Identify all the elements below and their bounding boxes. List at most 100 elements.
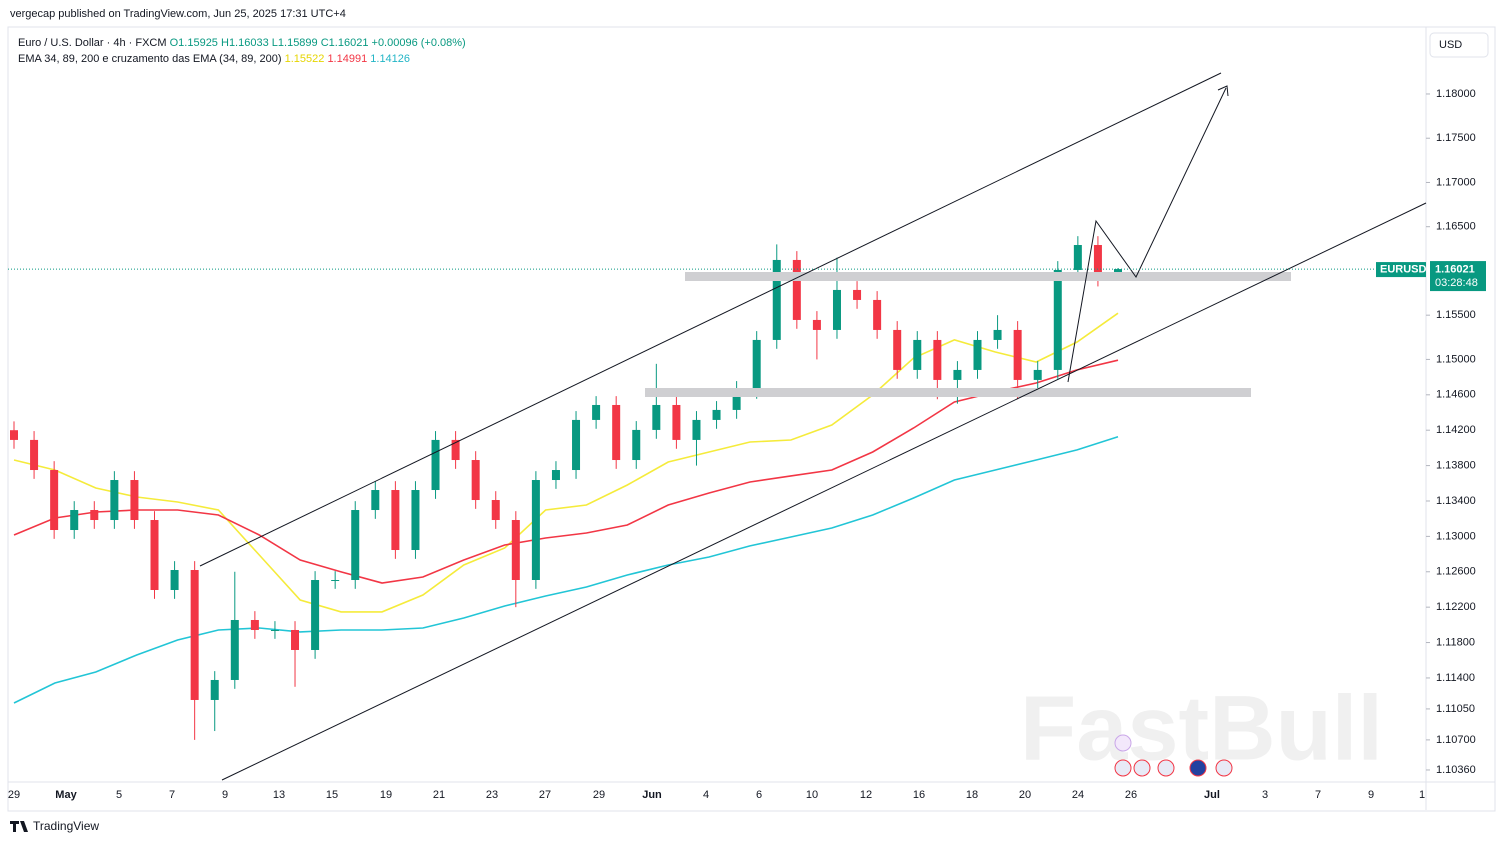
drawings [199, 72, 1427, 781]
y-tick-label: 1.12600 [1436, 566, 1476, 578]
x-tick-label: 1 [1419, 789, 1425, 801]
y-tick-label: 1.13800 [1436, 459, 1476, 471]
candle-body [551, 470, 560, 481]
x-tick-label: 27 [539, 789, 551, 801]
x-tick-label: 18 [966, 789, 978, 801]
candle-body [893, 329, 902, 370]
symbol-badge [1376, 262, 1426, 278]
y-tick-label: 1.16500 [1436, 221, 1476, 233]
x-tick-label: 6 [756, 789, 762, 801]
candle-body [752, 339, 761, 390]
candle-body [250, 619, 259, 630]
x-tick-label: 13 [273, 789, 285, 801]
currency[interactable]: USD [1439, 39, 1462, 51]
event-icon [1157, 759, 1175, 777]
y-tick-label: 1.11400 [1436, 672, 1475, 684]
ohlc-change: +0.00096 (+0.08%) [371, 37, 466, 49]
candle-body [973, 339, 982, 370]
brand: TradingView [33, 819, 99, 833]
candle-body [511, 520, 520, 580]
candle-body [732, 389, 741, 410]
candle-body [391, 490, 400, 551]
x-tick-label: Jul [1204, 789, 1220, 801]
candle-body [230, 619, 239, 680]
ema-value: 1.14991 [327, 53, 368, 65]
ema-line [13, 359, 1119, 584]
price-badge-countdown: 03:28:48 [1435, 277, 1478, 289]
candle-body [832, 289, 841, 330]
ohlc-high: H1.16033 [221, 37, 269, 49]
x-tick-label: 9 [222, 789, 228, 801]
candle-body [1093, 245, 1102, 278]
candle-body [672, 404, 681, 440]
x-tick-label: 23 [486, 789, 498, 801]
x-tick-label: 16 [913, 789, 925, 801]
y-tick-label: 1.17500 [1436, 132, 1476, 144]
x-tick-label: May [55, 789, 77, 801]
y-tick-label: 1.12200 [1436, 601, 1476, 613]
y-tick-label: 1.10700 [1436, 734, 1476, 746]
candle-body [190, 569, 199, 700]
candle-body [291, 629, 300, 650]
event-icon [1215, 759, 1233, 777]
candle-body [953, 369, 962, 380]
candle-body [1033, 369, 1042, 380]
projection-arrowhead [1217, 85, 1229, 97]
candle-body [210, 679, 219, 700]
ema-value: 1.14126 [370, 53, 411, 65]
resistance-zone [685, 272, 1291, 281]
candle-body [1073, 245, 1082, 270]
candle-body [933, 339, 942, 380]
ema-value: 1.15522 [284, 53, 325, 65]
symbol-title: Euro / U.S. Dollar · 4h · FXCM [18, 37, 167, 49]
legend-row: Euro / U.S. Dollar · 4h · FXCM O1.15925 … [18, 35, 466, 51]
event-icon [1189, 759, 1207, 777]
projection-path [1067, 87, 1227, 383]
candle-body [572, 419, 581, 471]
y-tick-label: 1.15000 [1436, 353, 1476, 365]
x-tick-label: 7 [1315, 789, 1321, 801]
legend-row: EMA 34, 89, 200 e cruzamento das EMA (34… [18, 51, 466, 67]
x-tick-label: 7 [169, 789, 175, 801]
x-tick-label: 15 [326, 789, 338, 801]
candle-body [853, 289, 862, 300]
x-tick-label: 3 [1262, 789, 1268, 801]
x-tick-label: 20 [1019, 789, 1031, 801]
candle-body [712, 409, 721, 420]
indicator-name: EMA 34, 89, 200 e cruzamento das EMA (34… [18, 53, 282, 65]
x-tick-label: 21 [433, 789, 445, 801]
candle-body [130, 480, 139, 521]
brand-logo [10, 821, 28, 832]
price-badge [1430, 261, 1486, 292]
candle-body [1053, 269, 1062, 370]
plot [10, 236, 1122, 740]
candle-body [812, 319, 821, 330]
ohlc-open: O1.15925 [169, 37, 218, 49]
currency-button[interactable] [1429, 32, 1489, 58]
x-tick-label: Jun [642, 789, 662, 801]
y-tick-label: 1.13000 [1436, 530, 1476, 542]
support-zone [645, 388, 1251, 397]
y-tick-label: 1.13400 [1436, 495, 1476, 507]
candle-body [170, 569, 179, 590]
candle-body [592, 404, 601, 420]
x-tick-label: 29 [8, 789, 20, 801]
y-tick-label: 1.10360 [1436, 764, 1476, 776]
y-tick-label: 1.17000 [1436, 176, 1476, 188]
candle-body [351, 510, 360, 580]
candle-body [371, 490, 380, 511]
price-badge-value: 1.16021 [1435, 263, 1475, 275]
candle-body [411, 490, 420, 551]
symbol-badge-label: EURUSD [1380, 263, 1427, 275]
candle-body [110, 480, 119, 521]
x-tick-label: 10 [806, 789, 818, 801]
candle-body [531, 480, 540, 580]
x-tick-label: 12 [860, 789, 872, 801]
candle-body [873, 299, 882, 330]
y-tick-label: 1.11050 [1436, 703, 1475, 715]
event-icon [1133, 759, 1151, 777]
chart-frame [7, 26, 1496, 812]
x-tick-label: 19 [380, 789, 392, 801]
x-tick-label: 29 [593, 789, 605, 801]
